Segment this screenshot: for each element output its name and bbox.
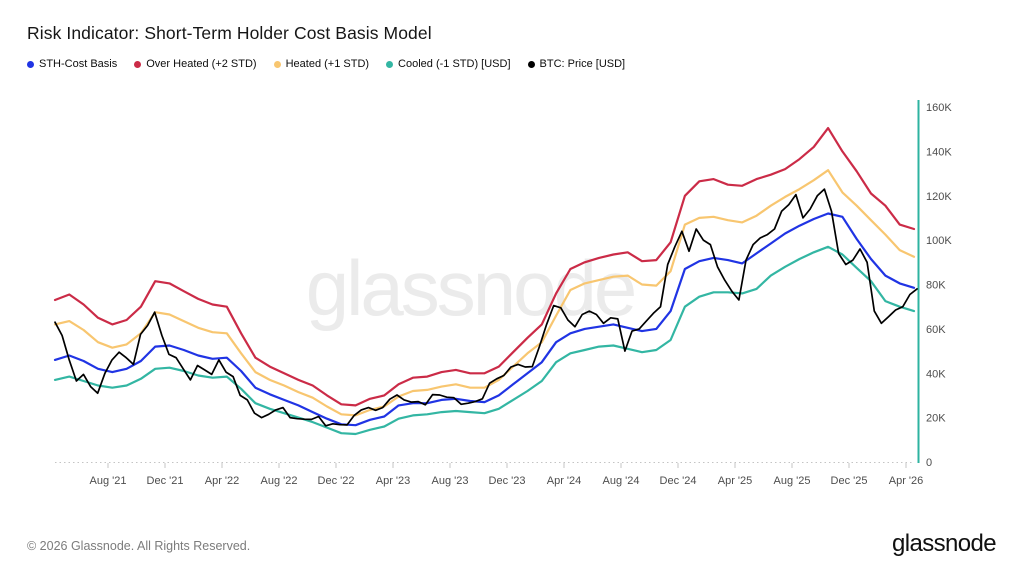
x-tick-label: Aug '23 [432,475,469,487]
series-line-btc-price [54,188,918,427]
legend-dot-icon [134,60,142,68]
y-tick-label: 140K [926,146,952,158]
y-tick-label: 100K [926,235,952,247]
legend-label: Heated (+1 STD) [285,58,370,70]
y-tick-label: 120K [926,191,952,203]
x-tick-label: Apr '24 [547,475,582,487]
y-tick-label: 0 [926,457,932,469]
legend-item-1[interactable]: STH-Cost Basis [27,58,117,70]
series-line-heated-plus1std [53,169,916,417]
y-tick-label: 20K [926,413,946,425]
x-tick-label: Dec '22 [318,475,355,487]
legend-dot-icon [527,60,535,68]
series-line-sth-cost-basis [53,212,916,427]
series-line-cooled-minus1std [53,245,916,436]
legend-label: BTC: Price [USD] [539,58,626,70]
legend-label: Cooled (-1 STD) [USD] [398,58,511,70]
x-tick-label: Apr '23 [376,475,411,487]
x-tick-label: Aug '22 [261,475,298,487]
y-tick-label: 160K [926,102,952,114]
x-tick-label: Dec '25 [831,475,868,487]
x-tick-label: Aug '24 [603,475,640,487]
x-tick-label: Aug '25 [774,475,811,487]
y-tick-label: 80K [926,280,946,292]
page-title: Risk Indicator: Short-Term Holder Cost B… [27,23,432,43]
legend-label: Over Heated (+2 STD) [146,58,257,70]
x-tick-label: Apr '26 [889,475,924,487]
legend-item-2[interactable]: Over Heated (+2 STD) [134,58,257,70]
x-tick-label: Aug '21 [90,475,127,487]
legend-dot-icon [386,60,394,68]
legend: STH-Cost Basis Over Heated (+2 STD) Heated… [27,58,625,70]
x-tick-label: Apr '22 [205,475,240,487]
glassnode-logo: glassnode [891,530,997,557]
x-tick-label: Dec '24 [660,475,697,487]
legend-item-4[interactable]: Cooled (-1 STD) [USD] [386,58,511,70]
copyright-text: © 2026 Glassnode. All Rights Reserved. [27,539,251,553]
legend-label: STH-Cost Basis [39,58,118,70]
x-tick-label: Dec '23 [489,475,526,487]
legend-item-3[interactable]: Heated (+1 STD) [273,58,370,70]
y-tick-label: 60K [926,324,946,336]
watermark-glassnode: glassnode [305,243,638,332]
x-tick-label: Dec '21 [147,475,184,487]
legend-item-5[interactable]: BTC: Price [USD] [527,58,626,70]
series-line-over-heated-plus2std [53,127,916,407]
x-tick-label: Apr '25 [718,475,753,487]
y-tick-label: 40K [926,368,946,380]
legend-dot-icon [273,60,281,68]
legend-dot-icon [27,60,34,68]
